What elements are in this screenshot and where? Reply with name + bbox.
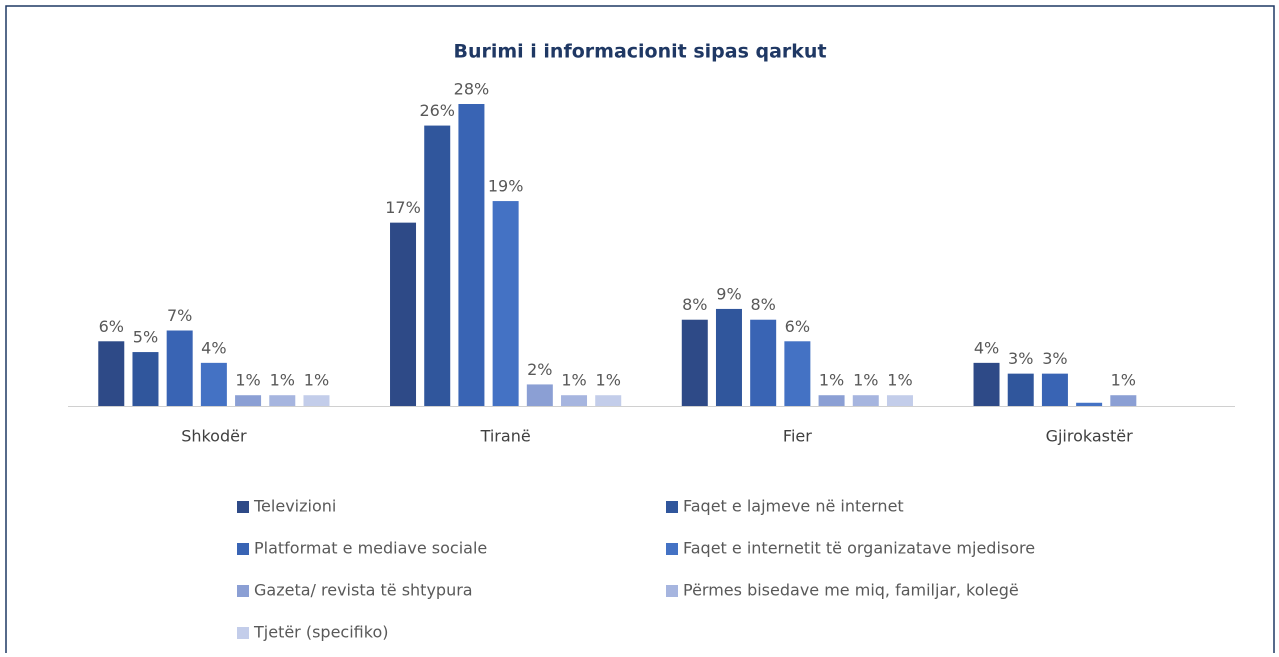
bar bbox=[1007, 373, 1034, 406]
legend-label: Tjetër (specifiko) bbox=[253, 623, 388, 642]
data-label: 17% bbox=[385, 198, 421, 217]
bar bbox=[303, 395, 330, 406]
data-label: 4% bbox=[974, 338, 999, 357]
legend-label: Faqet e lajmeve në internet bbox=[683, 497, 904, 516]
bar bbox=[132, 352, 159, 406]
bar bbox=[235, 395, 262, 406]
legend-swatch bbox=[237, 543, 249, 555]
bar bbox=[1041, 373, 1068, 406]
bar bbox=[1110, 395, 1137, 406]
data-label: 1% bbox=[1111, 371, 1136, 390]
legend-swatch bbox=[666, 543, 678, 555]
data-label: 1% bbox=[887, 371, 912, 390]
bar bbox=[166, 330, 193, 406]
legend-label: Përmes bisedave me miq, familjar, kolegë bbox=[683, 581, 1019, 600]
bar bbox=[561, 395, 588, 406]
data-label: 4% bbox=[201, 338, 226, 357]
data-label: 2% bbox=[527, 360, 552, 379]
data-label: 26% bbox=[419, 101, 455, 120]
bar bbox=[424, 125, 451, 407]
chart-title: Burimi i informacionit sipas qarkut bbox=[453, 41, 826, 63]
data-label: 28% bbox=[454, 80, 490, 99]
data-label: 1% bbox=[561, 371, 586, 390]
x-tick-label: Fier bbox=[783, 427, 812, 446]
legend-label: Gazeta/ revista të shtypura bbox=[254, 581, 473, 600]
legend-swatch bbox=[666, 585, 678, 597]
data-label: 8% bbox=[750, 295, 775, 314]
data-label: 1% bbox=[304, 371, 329, 390]
x-tick-label: Tiranë bbox=[480, 427, 531, 446]
legend-swatch bbox=[237, 585, 249, 597]
data-label: 5% bbox=[133, 328, 158, 347]
bar bbox=[818, 395, 845, 406]
data-label: 1% bbox=[596, 371, 621, 390]
bar bbox=[750, 319, 777, 406]
bar bbox=[458, 104, 485, 406]
data-label: 1% bbox=[235, 371, 260, 390]
data-label: 6% bbox=[785, 317, 810, 336]
bar bbox=[98, 341, 125, 406]
bar bbox=[595, 395, 622, 406]
bar bbox=[269, 395, 296, 406]
bar bbox=[681, 319, 708, 406]
data-label: 6% bbox=[99, 317, 124, 336]
x-tick-label: Shkodër bbox=[181, 427, 247, 446]
data-label: 8% bbox=[682, 295, 707, 314]
bar bbox=[886, 395, 913, 406]
data-label: 7% bbox=[167, 306, 192, 325]
legend-swatch bbox=[237, 627, 249, 639]
data-label: 9% bbox=[716, 284, 741, 303]
data-label: 3% bbox=[1042, 349, 1067, 368]
data-label: 1% bbox=[819, 371, 844, 390]
x-tick-label: Gjirokastër bbox=[1046, 427, 1134, 446]
data-label: 1% bbox=[270, 371, 295, 390]
data-label: 1% bbox=[853, 371, 878, 390]
bar bbox=[784, 341, 811, 406]
bar bbox=[715, 308, 742, 406]
bar bbox=[526, 384, 553, 406]
legend-label: Faqet e internetit të organizatave mjedi… bbox=[683, 539, 1035, 558]
data-label: 3% bbox=[1008, 349, 1033, 368]
bar bbox=[492, 201, 519, 406]
bar bbox=[200, 362, 227, 406]
bar bbox=[1076, 402, 1103, 406]
legend-swatch bbox=[237, 501, 249, 513]
frame bbox=[5, 5, 1275, 657]
bar bbox=[973, 362, 1000, 406]
legend-label: Televizioni bbox=[253, 497, 336, 516]
legend-label: Platformat e mediave sociale bbox=[254, 539, 487, 558]
data-label: 19% bbox=[488, 177, 524, 196]
legend-swatch bbox=[666, 501, 678, 513]
bar bbox=[852, 395, 879, 406]
bar bbox=[390, 222, 417, 406]
